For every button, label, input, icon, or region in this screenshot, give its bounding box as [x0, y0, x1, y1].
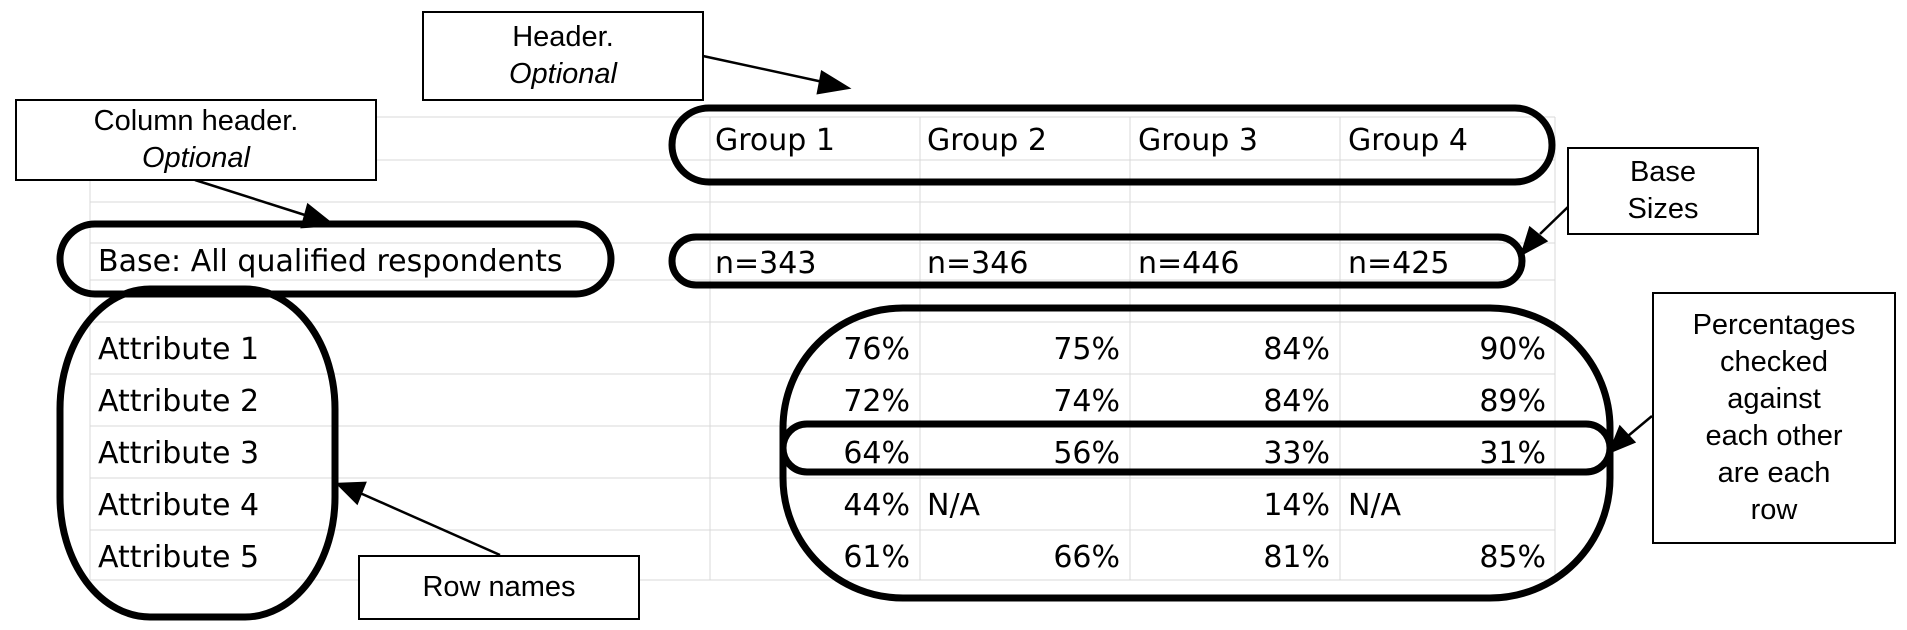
cell-r2-g1: 72%: [843, 384, 910, 419]
callout-percentages-line5: are each: [1717, 457, 1831, 489]
callout-base-sizes-line2: Sizes: [1627, 193, 1699, 225]
row-name-5: Attribute 5: [98, 540, 260, 575]
cell-r1-g3: 84%: [1263, 332, 1330, 367]
callout-header-line2: Optional: [508, 58, 617, 90]
group-header-1: Group 1: [715, 123, 835, 158]
base-size-2: n=346: [927, 246, 1029, 281]
group-header-2: Group 2: [927, 123, 1047, 158]
oval-row-names: [56, 285, 339, 621]
oval-attribute-3-row: [779, 420, 1614, 476]
spreadsheet-grid: [89, 116, 1556, 581]
callout-percentages-line6: row: [1750, 494, 1798, 526]
cell-r4-g3: 14%: [1263, 488, 1330, 523]
callout-base-sizes: Base Sizes: [1567, 147, 1759, 235]
cell-r3-g2: 56%: [1053, 436, 1120, 471]
callout-percentages-line2: checked: [1719, 346, 1828, 378]
cell-r3-g4: 31%: [1479, 436, 1546, 471]
column-header: Base: All qualified respondents: [98, 244, 563, 279]
callout-header: Header. Optional: [422, 11, 704, 101]
row-name-3: Attribute 3: [98, 436, 260, 471]
arrow-header-head: [816, 69, 852, 95]
callout-percentages-line3: against: [1727, 383, 1821, 415]
callout-percentages-line4: each other: [1705, 420, 1843, 452]
row-name-2: Attribute 2: [98, 384, 260, 419]
base-size-1: n=343: [715, 246, 817, 281]
cell-r4-g4: N/A: [1348, 488, 1402, 523]
cell-r1-g1: 76%: [843, 332, 910, 367]
cell-r5-g2: 66%: [1053, 540, 1120, 575]
callout-header-line1: Header.: [512, 21, 614, 53]
cell-r5-g1: 61%: [843, 540, 910, 575]
group-header-3: Group 3: [1138, 123, 1258, 158]
cell-r2-g4: 89%: [1479, 384, 1546, 419]
cell-r4-g1: 44%: [843, 488, 910, 523]
arrow-base-sizes-head: [1519, 225, 1549, 257]
group-header-4: Group 4: [1348, 123, 1468, 158]
oval-base-sizes: [668, 233, 1526, 289]
row-name-1: Attribute 1: [98, 332, 260, 367]
cell-r2-g3: 84%: [1263, 384, 1330, 419]
oval-group-header: [668, 104, 1556, 186]
callout-percentages-line1: Percentages: [1692, 309, 1856, 341]
callout-column-header-line2: Optional: [141, 142, 250, 174]
arrow-row-names-head: [335, 481, 367, 506]
oval-column-header: [56, 220, 615, 298]
callout-column-header-line1: Column header.: [93, 105, 299, 137]
base-size-4: n=425: [1348, 246, 1450, 281]
base-size-3: n=446: [1138, 246, 1240, 281]
cell-r5-g3: 81%: [1263, 540, 1330, 575]
callout-column-header: Column header. Optional: [15, 99, 377, 181]
callout-percentages: Percentages checked against each other a…: [1652, 292, 1896, 544]
row-name-4: Attribute 4: [98, 488, 260, 523]
cell-r5-g4: 85%: [1479, 540, 1546, 575]
cell-r1-g2: 75%: [1053, 332, 1120, 367]
cell-r3-g1: 64%: [843, 436, 910, 471]
callout-row-names-line1: Row names: [422, 571, 576, 603]
cell-r1-g4: 90%: [1479, 332, 1546, 367]
arrow-percentages-head: [1607, 424, 1637, 455]
arrow-column-header-head: [300, 202, 337, 229]
cell-r2-g2: 74%: [1053, 384, 1120, 419]
cell-r3-g3: 33%: [1263, 436, 1330, 471]
callout-row-names: Row names: [358, 555, 640, 620]
callout-base-sizes-line1: Base: [1629, 156, 1697, 188]
cell-r4-g2: N/A: [927, 488, 981, 523]
